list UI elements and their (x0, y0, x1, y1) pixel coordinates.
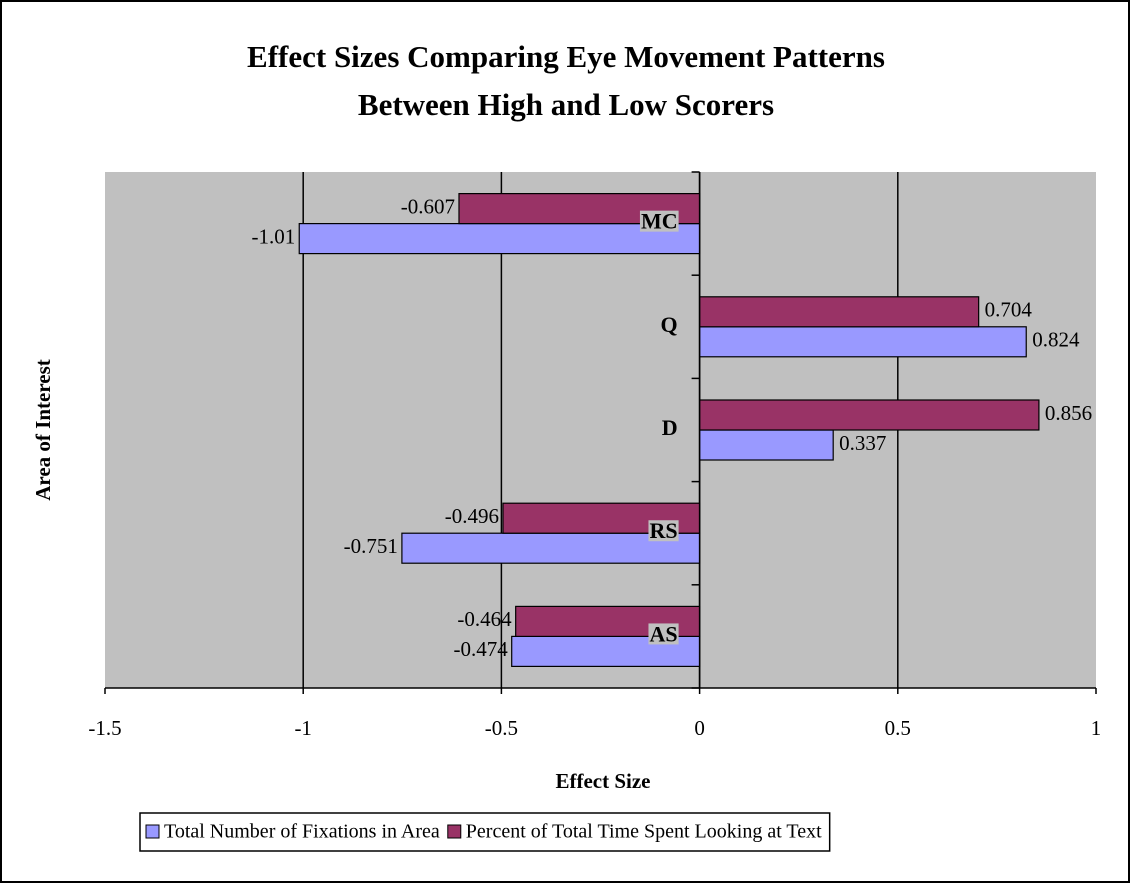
bar (698, 326, 1027, 358)
chart-title: Between High and Low Scorers (358, 87, 774, 122)
data-label: -1.01 (251, 224, 295, 248)
data-label: -0.607 (401, 194, 455, 218)
category-label-bg (660, 417, 679, 439)
data-label: -0.496 (445, 504, 499, 528)
data-label: 0.337 (839, 431, 886, 455)
legend-label: Total Number of Fixations in Area (164, 821, 440, 843)
category-label-bg (639, 210, 679, 232)
data-label: 0.824 (1032, 328, 1080, 352)
legend-swatch (447, 824, 462, 839)
y-tick-label: AS (649, 621, 677, 646)
x-tick-label: -1 (294, 716, 312, 740)
data-label: 0.856 (1045, 401, 1092, 425)
x-tick-label: -1.5 (88, 716, 121, 740)
legend-label: Percent of Total Time Spent Looking at T… (466, 821, 822, 843)
bar (298, 223, 701, 255)
data-label: -0.464 (457, 607, 512, 631)
legend (139, 812, 831, 852)
data-label: -0.474 (453, 637, 508, 661)
chart-title: Effect Sizes Comparing Eye Movement Patt… (247, 39, 885, 74)
category-label-bg (659, 313, 679, 335)
x-tick-label: 0 (694, 716, 705, 740)
x-tick-label: 0.5 (885, 716, 911, 740)
x-axis-title: Effect Size (555, 769, 650, 793)
data-label: 0.704 (985, 298, 1033, 322)
y-axis-title: Area of Interest (31, 359, 55, 501)
data-label: -0.751 (344, 534, 398, 558)
legend-swatch (145, 824, 160, 839)
x-tick-label: 1 (1091, 716, 1102, 740)
y-tick-label: RS (649, 518, 677, 543)
bar (698, 399, 1040, 431)
y-tick-label: D (662, 415, 678, 440)
bar (698, 296, 980, 328)
category-label-bg (648, 623, 679, 645)
y-tick-label: Q (660, 312, 677, 337)
category-label-bg (648, 520, 679, 542)
y-tick-label: MC (641, 209, 678, 234)
x-tick-label: -0.5 (485, 716, 518, 740)
bar (698, 429, 834, 461)
